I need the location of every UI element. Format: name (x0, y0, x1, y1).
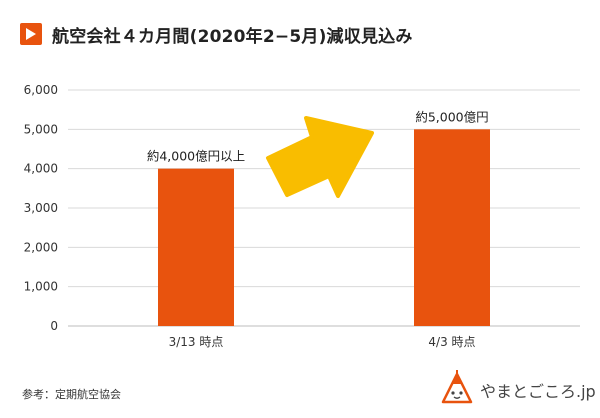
upward-arrow (266, 116, 374, 198)
logo-text: やまとごころ.jp (480, 382, 596, 401)
bar (414, 129, 490, 326)
y-tick-label: 5,000 (24, 122, 58, 136)
x-tick-label: 3/13 時点 (169, 335, 224, 349)
y-axis-ticks: 0 1,000 2,000 3,000 4,000 5,000 6,000 (24, 83, 58, 333)
y-tick-label: 0 (50, 319, 58, 333)
play-icon (20, 23, 42, 45)
data-labels: 約4,000億円以上 約5,000億円 (147, 109, 489, 163)
data-label: 約4,000億円以上 (147, 149, 245, 164)
x-axis-ticks: 3/13 時点 4/3 時点 (169, 335, 476, 349)
bars (158, 129, 490, 326)
title-bar: 航空会社４カ月間(2020年2−5月)減収見込み (20, 20, 413, 48)
source-note: 参考：定期航空協会 (22, 388, 121, 401)
chart-title: 航空会社４カ月間(2020年2−5月)減収見込み (52, 26, 413, 47)
logo: やまとごころ.jp (440, 370, 596, 410)
x-tick-label: 4/3 時点 (428, 335, 475, 349)
y-tick-label: 4,000 (24, 162, 58, 176)
y-tick-label: 1,000 (24, 280, 58, 294)
data-label: 約5,000億円 (415, 109, 488, 124)
y-tick-label: 6,000 (24, 83, 58, 97)
bar (158, 168, 234, 326)
mountain-mascot-icon (440, 370, 474, 410)
y-tick-label: 3,000 (24, 201, 58, 215)
y-tick-label: 2,000 (24, 240, 58, 254)
